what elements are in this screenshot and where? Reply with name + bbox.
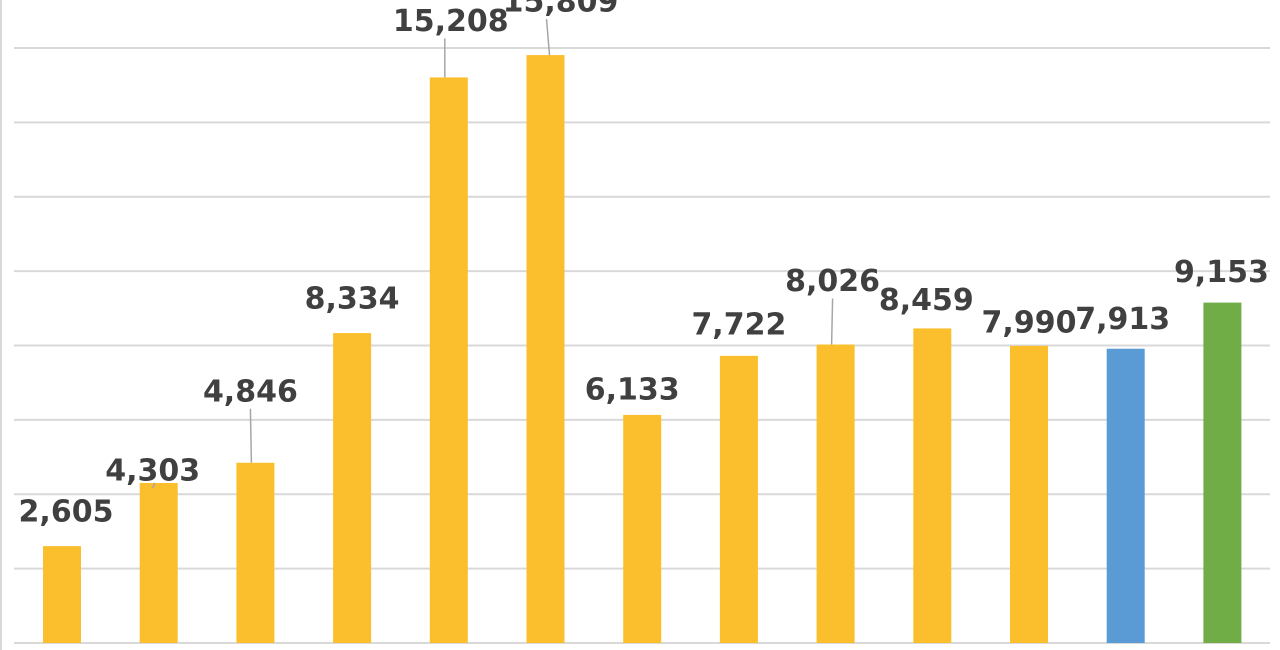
data-label: 4,303	[105, 453, 200, 488]
bar	[526, 55, 565, 644]
data-label: 8,026	[785, 264, 880, 299]
data-label: 4,846	[203, 374, 298, 409]
bar	[429, 77, 468, 644]
bar	[1203, 302, 1242, 643]
bar	[43, 546, 81, 643]
bar	[623, 414, 662, 643]
bar	[816, 344, 855, 643]
leader-line	[545, 19, 551, 56]
bar	[139, 482, 178, 643]
data-label: 6,133	[585, 372, 680, 407]
bar	[1106, 348, 1145, 643]
bar	[1010, 345, 1048, 643]
data-label: 7,990	[982, 305, 1077, 340]
leader-line	[830, 298, 834, 345]
data-label: 15,809	[503, 0, 619, 20]
data-label: 15,208	[393, 4, 509, 39]
data-label: 9,153	[1174, 255, 1269, 290]
data-label: 8,459	[879, 283, 974, 318]
bar	[719, 355, 758, 643]
leader-line	[152, 482, 156, 489]
data-label: 2,605	[19, 495, 114, 530]
data-label: 7,722	[691, 307, 786, 342]
bar	[913, 328, 952, 643]
bar	[333, 333, 372, 643]
bar	[236, 462, 275, 643]
data-label: 8,334	[305, 282, 400, 317]
data-label: 7,913	[1075, 302, 1170, 337]
leader-line	[249, 408, 253, 463]
